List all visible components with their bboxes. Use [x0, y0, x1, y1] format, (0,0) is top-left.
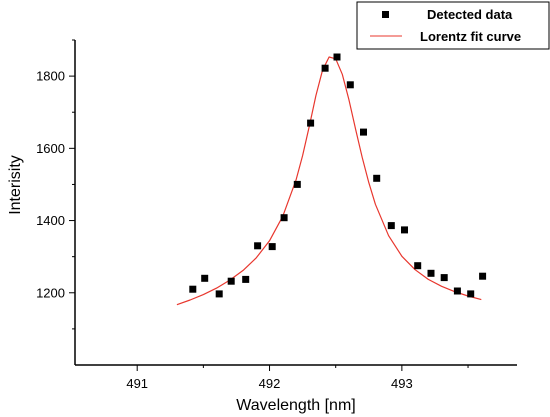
data-marker-layer [189, 53, 487, 298]
data-point-marker [440, 274, 448, 282]
legend-box [356, 1, 550, 50]
legend-label-detected-data: Detected data [427, 7, 513, 22]
data-point-marker [414, 262, 422, 270]
data-point-marker [360, 128, 367, 136]
y-axis-title: Interisity [7, 155, 24, 215]
x-tick-label: 493 [391, 376, 413, 391]
data-point-marker [254, 242, 262, 250]
data-point-marker [293, 180, 301, 188]
data-point-marker [215, 290, 223, 298]
data-point-marker [453, 287, 461, 295]
data-point-marker [307, 119, 315, 127]
data-point-marker [321, 64, 329, 72]
data-point-marker [427, 269, 435, 277]
legend: Detected data Lorentz fit curve [356, 1, 550, 50]
plot-frame [74, 40, 517, 366]
legend-label-lorentz-fit-curve: Lorentz fit curve [420, 29, 521, 44]
x-tick-label: 491 [126, 376, 148, 391]
data-point-marker [280, 214, 288, 222]
data-point-marker [373, 174, 381, 182]
y-tick-label: 1600 [36, 141, 65, 156]
x-tick-label: 492 [259, 376, 281, 391]
data-point-marker [467, 290, 475, 298]
data-point-marker [346, 81, 354, 89]
y-tick-label: 1800 [36, 69, 65, 84]
y-tick-label: 1400 [36, 213, 65, 228]
data-point-marker [387, 222, 395, 230]
fit-curve-layer [176, 56, 482, 306]
y-axis-ticks: 1200 1400 1600 1800 [36, 39, 75, 330]
data-point-marker [189, 285, 197, 293]
y-tick-label: 1200 [36, 285, 65, 300]
x-axis-ticks: 491 492 493 [126, 365, 469, 391]
data-point-marker [201, 274, 209, 282]
legend-marker-swatch [382, 11, 389, 18]
data-point-marker [401, 226, 408, 234]
data-point-marker [268, 243, 276, 251]
x-axis-title: Wavelength [nm] [236, 397, 355, 414]
lorentz-fit-curve-line [176, 56, 482, 306]
data-point-marker [227, 277, 235, 285]
data-point-marker [479, 272, 487, 280]
data-point-marker [242, 275, 250, 283]
data-point-marker [333, 53, 341, 61]
